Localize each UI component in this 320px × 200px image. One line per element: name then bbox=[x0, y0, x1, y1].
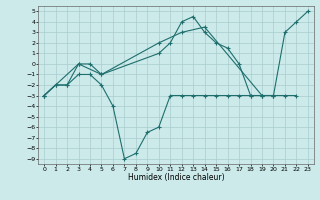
X-axis label: Humidex (Indice chaleur): Humidex (Indice chaleur) bbox=[128, 173, 224, 182]
